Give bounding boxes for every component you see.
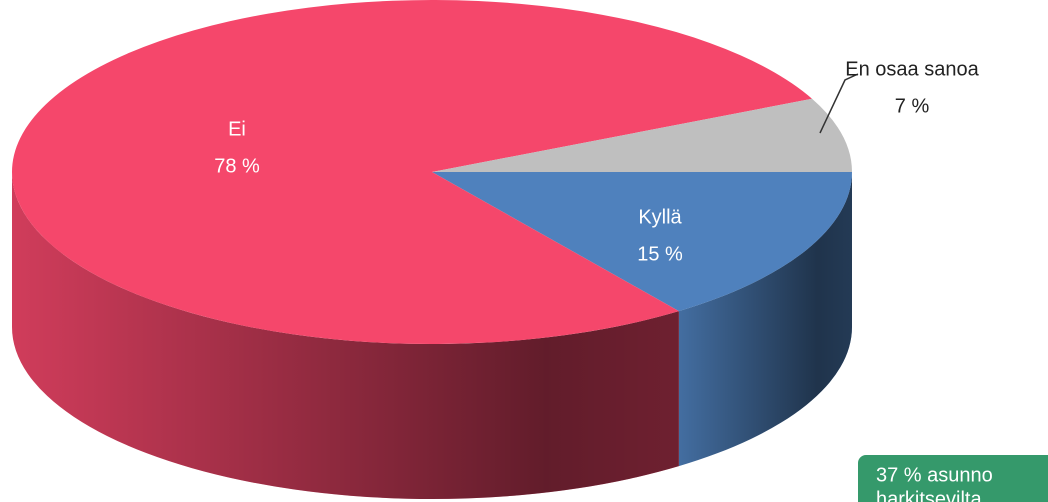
slice-value-label: 15 % — [637, 243, 683, 265]
slice — [432, 98, 852, 172]
slice-value-label: 78 % — [214, 155, 260, 177]
slice-side-shade — [12, 172, 679, 499]
slice-category-label: En osaa sanoa — [845, 58, 979, 80]
annotation-text: 37 % asunno — [876, 464, 993, 486]
annotation-box — [858, 455, 1048, 502]
slice-category-label: Ei — [228, 118, 246, 140]
annotation-text: harkitsevilta — [876, 488, 982, 502]
labels: Kyllä 15 % Ei 78 % En osaa sanoa 7 % 37 % asun… — [214, 58, 993, 502]
slice-side-shade — [678, 172, 852, 467]
pie — [11, 0, 852, 499]
slice — [432, 172, 852, 312]
slice — [11, 0, 813, 345]
slice-value-label: 7 % — [895, 95, 930, 117]
slice-category-label: Kyllä — [638, 206, 682, 228]
leader-line — [819, 73, 859, 134]
